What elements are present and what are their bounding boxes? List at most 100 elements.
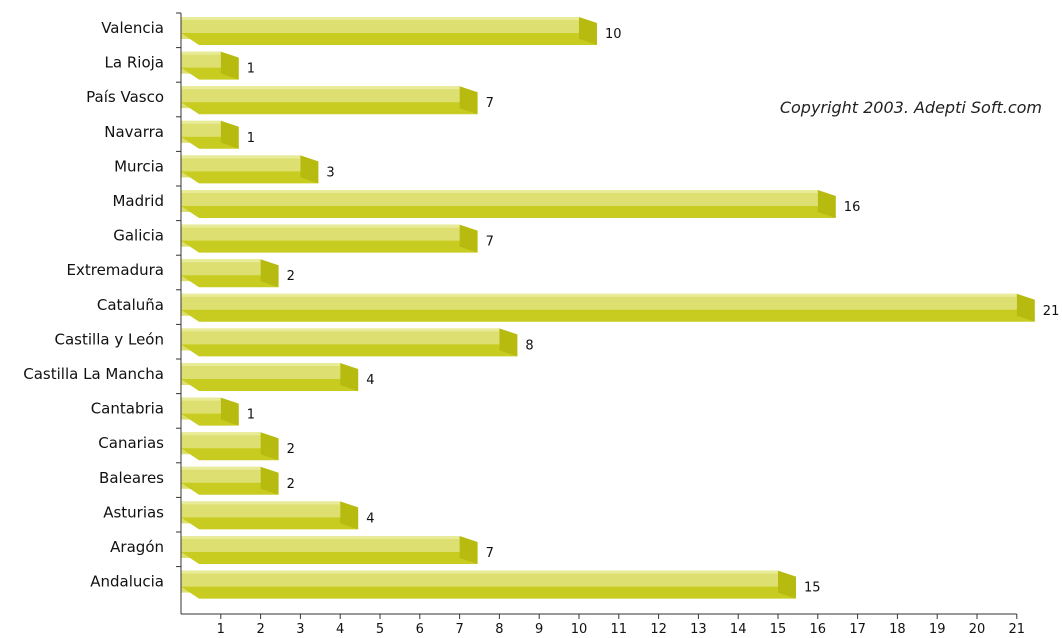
value-label: 1 — [247, 131, 255, 146]
bar-end-cap — [1016, 293, 1035, 322]
bar-end-cap — [340, 363, 359, 391]
value-label: 10 — [605, 27, 622, 42]
bar-murcia — [181, 155, 319, 184]
bar-end-cap — [260, 432, 279, 461]
bar-highlight — [181, 259, 261, 263]
bar-end-cap — [499, 328, 518, 357]
bar-galicia — [181, 224, 478, 253]
copyright-text: Copyright 2003. Adepti Soft.com — [779, 98, 1042, 117]
x-tick-label: 12 — [650, 622, 667, 637]
bar-bottom-face — [181, 33, 597, 45]
value-label: 21 — [1043, 304, 1060, 319]
x-tick-label: 3 — [296, 622, 304, 637]
x-tick-label: 15 — [770, 622, 787, 637]
bar-valencia — [181, 17, 597, 45]
bar-highlight — [181, 363, 341, 366]
value-label: 7 — [486, 96, 494, 111]
bar-highlight — [181, 397, 221, 401]
bar-baleares — [181, 466, 279, 495]
x-tick-label: 9 — [535, 622, 543, 637]
category-label: Navarra — [104, 123, 164, 141]
bar-highlight — [181, 293, 1017, 297]
bar-end-cap — [459, 86, 478, 115]
x-tick-label: 17 — [849, 622, 866, 637]
bar-end-cap — [260, 466, 279, 495]
bar-highlight — [181, 190, 818, 193]
value-label: 16 — [844, 200, 861, 215]
bar-highlight — [181, 432, 261, 436]
bar-pais-vasco — [181, 86, 478, 115]
bar-end-cap — [220, 120, 239, 149]
x-tick-label: 1 — [217, 622, 225, 637]
bar-highlight — [181, 466, 261, 470]
value-label: 4 — [366, 373, 374, 388]
value-label: 1 — [247, 62, 255, 77]
bar-end-cap — [220, 51, 239, 80]
bar-bottom-face — [181, 482, 279, 495]
category-label: Baleares — [99, 469, 164, 487]
bar-bottom-face — [181, 552, 478, 564]
bar-end-cap — [260, 259, 279, 288]
category-label: Valencia — [101, 19, 164, 37]
x-tick-label: 5 — [376, 622, 384, 637]
x-tick-label: 14 — [730, 622, 747, 637]
bar-end-cap — [300, 155, 319, 184]
x-tick-label: 13 — [690, 622, 707, 637]
x-tick-label: 11 — [611, 622, 628, 637]
bar-madrid — [181, 190, 836, 218]
bar-castilla-la-mancha — [181, 363, 359, 391]
bar-bottom-face — [181, 309, 1035, 322]
value-label: 2 — [287, 269, 295, 284]
bar-canarias — [181, 432, 279, 461]
category-label: Andalucia — [90, 573, 164, 591]
x-tick-label: 19 — [929, 622, 946, 637]
bar-bottom-face — [181, 275, 279, 288]
category-label: Aragón — [110, 538, 164, 556]
bar-andalucia — [181, 570, 796, 599]
bar-end-cap — [340, 501, 359, 530]
category-label: Madrid — [112, 192, 164, 210]
category-label: Cataluña — [97, 296, 164, 314]
bar-highlight — [181, 51, 221, 55]
value-label: 15 — [804, 581, 821, 596]
bar-bottom-face — [181, 206, 836, 218]
value-label: 7 — [486, 546, 494, 561]
value-label: 1 — [247, 408, 255, 423]
bar-bottom-face — [181, 102, 478, 115]
bar-end-cap — [579, 17, 597, 45]
category-label: País Vasco — [86, 88, 164, 106]
bar-cataluna — [181, 293, 1035, 322]
bar-aragon — [181, 536, 478, 564]
bar-end-cap — [459, 536, 478, 564]
x-tick-label: 4 — [336, 622, 344, 637]
bar-highlight — [181, 501, 341, 505]
category-label: Canarias — [98, 434, 164, 452]
x-tick-label: 16 — [810, 622, 827, 637]
bar-bottom-face — [181, 586, 796, 599]
bar-cantabria — [181, 397, 239, 426]
bar-navarra — [181, 120, 239, 149]
value-label: 7 — [486, 235, 494, 250]
bar-end-cap — [459, 224, 478, 253]
value-label: 2 — [287, 477, 295, 492]
x-tick-label: 10 — [571, 622, 588, 637]
x-tick-label: 20 — [969, 622, 986, 637]
bar-highlight — [181, 86, 460, 90]
bar-bottom-face — [181, 240, 478, 253]
category-label: Castilla La Mancha — [23, 365, 164, 383]
bar-bottom-face — [181, 344, 518, 357]
bar-bottom-face — [181, 517, 359, 530]
value-label: 4 — [366, 511, 374, 526]
bar-highlight — [181, 570, 778, 574]
category-label: Asturias — [103, 503, 164, 521]
category-label: Murcia — [114, 157, 164, 175]
category-label: Galicia — [113, 227, 164, 245]
bar-highlight — [181, 17, 579, 20]
bar-end-cap — [220, 397, 239, 426]
bar-end-cap — [817, 190, 836, 218]
bar-bottom-face — [181, 379, 359, 391]
x-tick-label: 8 — [495, 622, 503, 637]
x-tick-label: 2 — [256, 622, 264, 637]
x-tick-label: 6 — [416, 622, 424, 637]
